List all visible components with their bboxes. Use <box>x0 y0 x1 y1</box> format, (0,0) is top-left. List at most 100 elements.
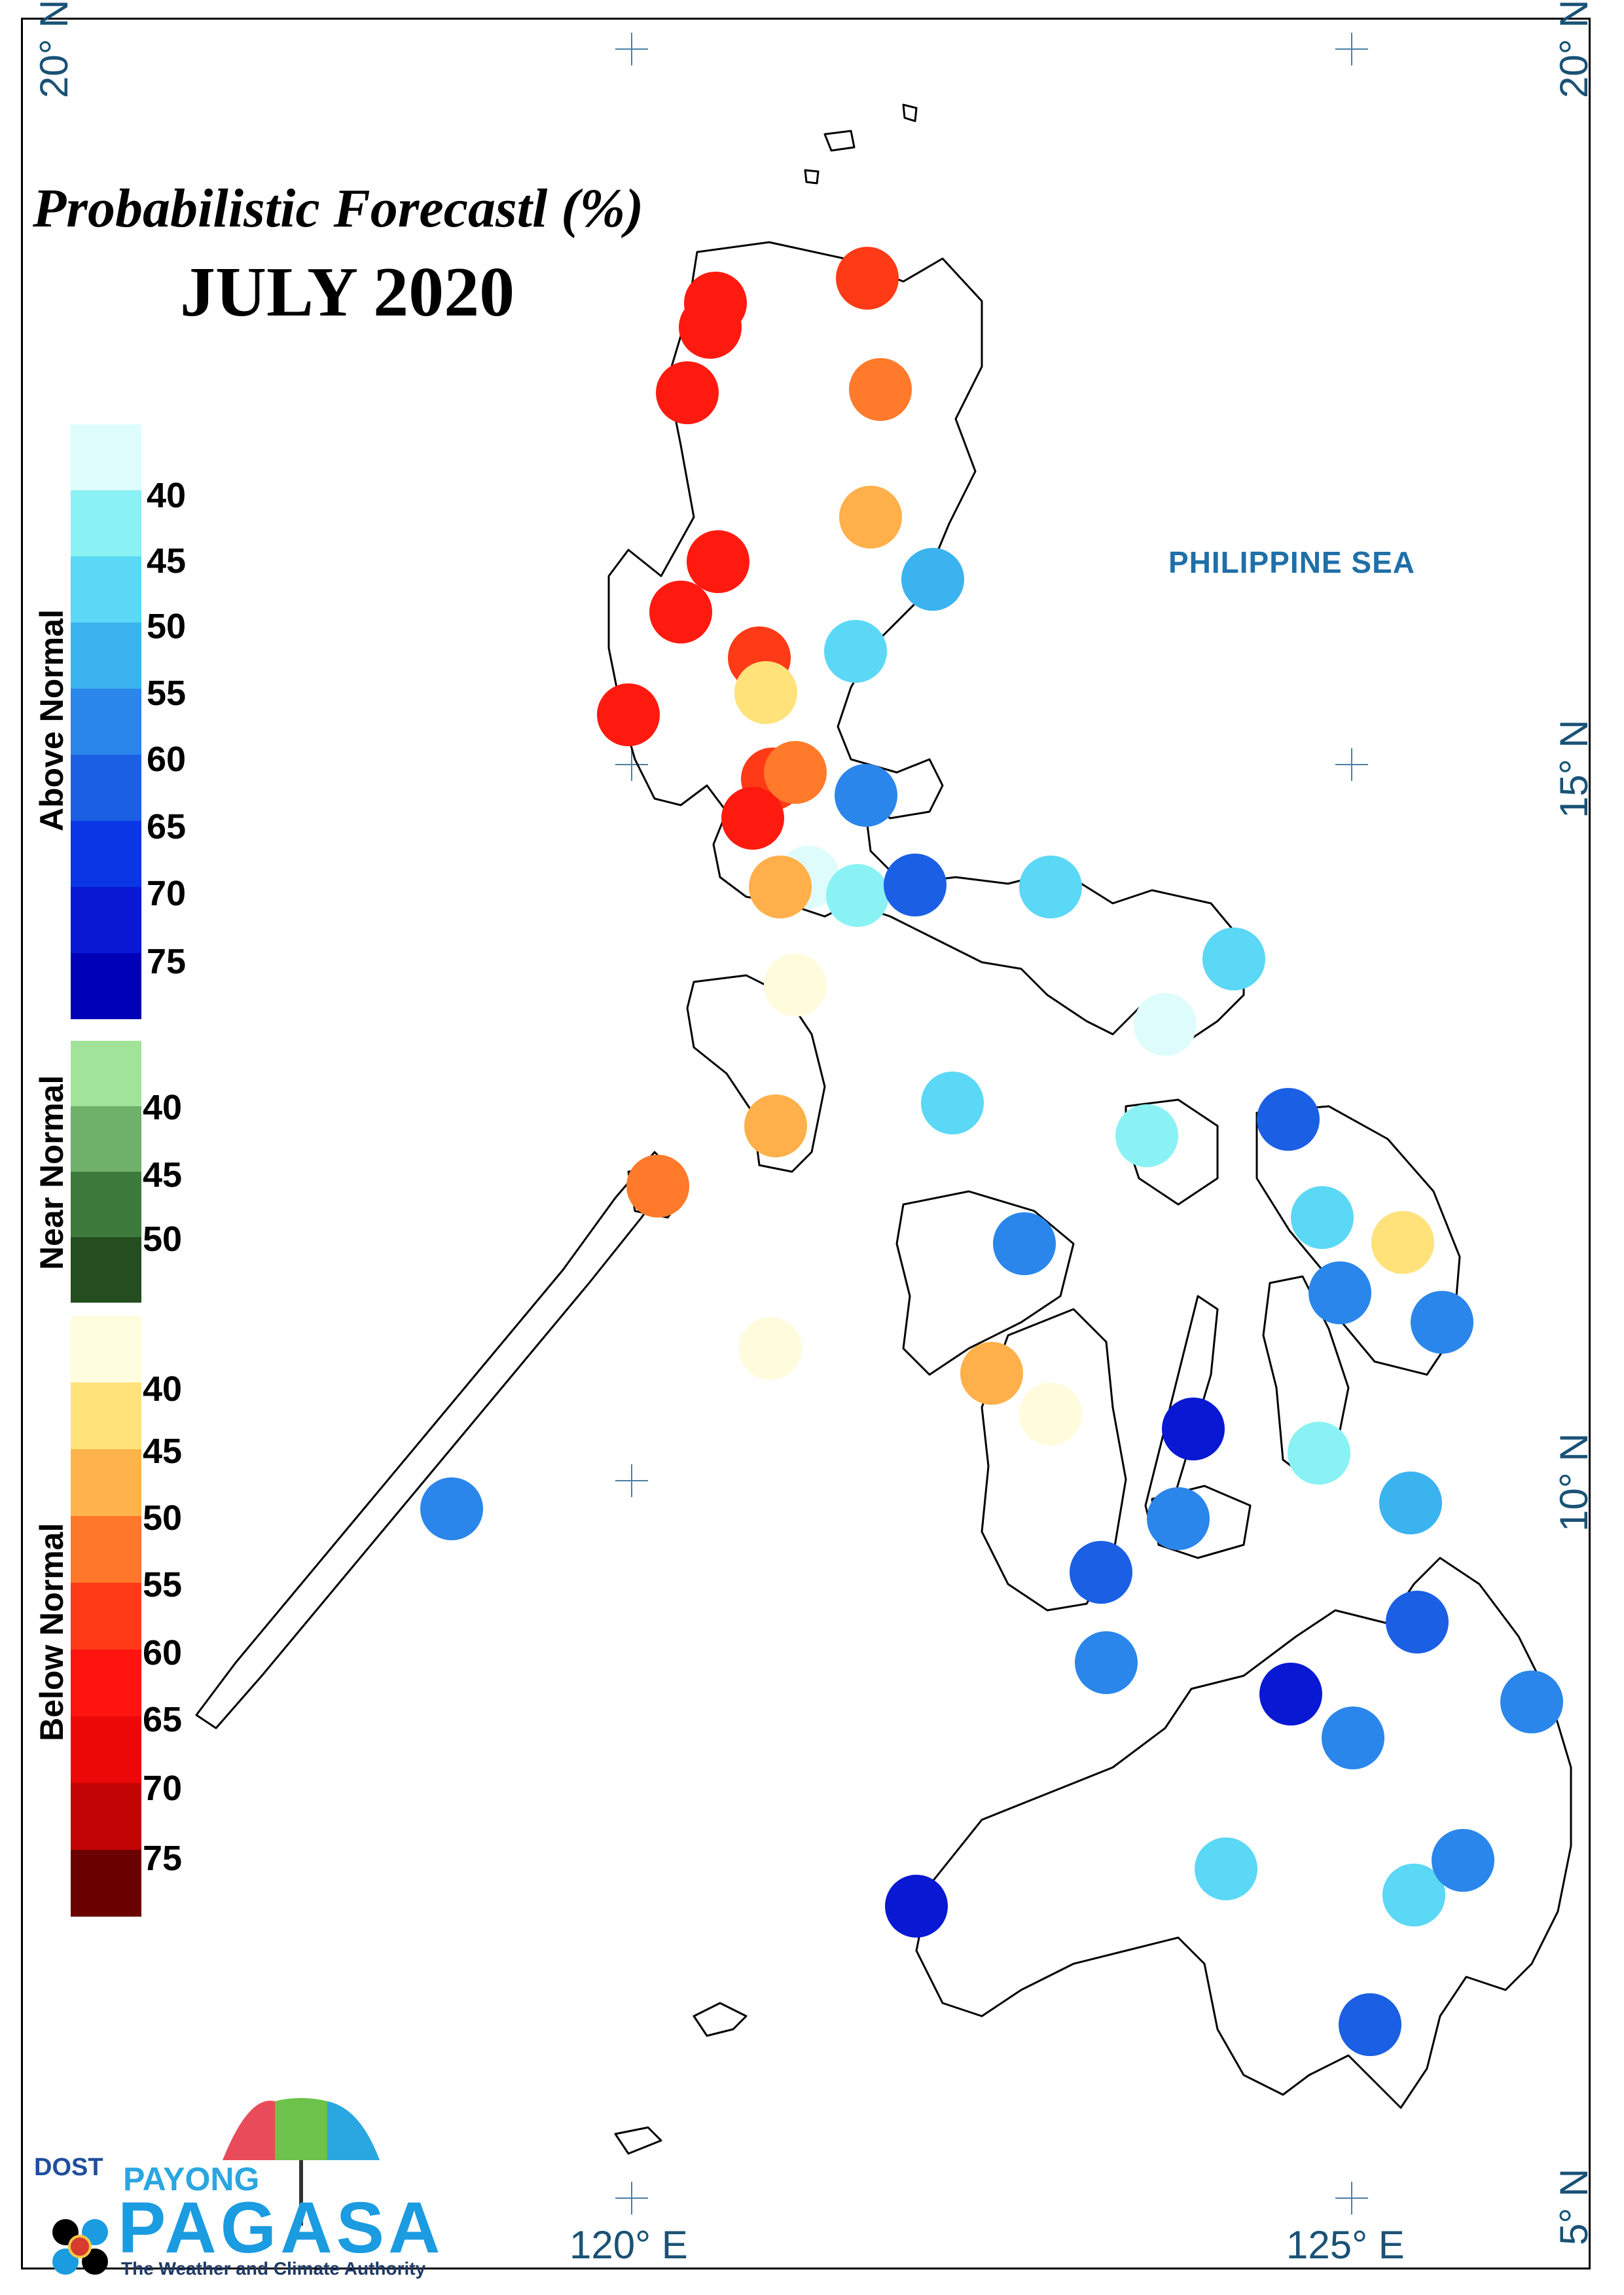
lat-label-20-left: 20° N <box>32 0 76 98</box>
negros-coast <box>981 1308 1127 1612</box>
station-marker <box>626 1155 689 1218</box>
station-marker <box>1308 1261 1371 1324</box>
map-frame <box>21 18 1591 2269</box>
station-marker <box>1432 1829 1494 1892</box>
legend-swatch <box>71 424 141 490</box>
station-marker <box>826 864 889 927</box>
station-markers <box>420 247 1563 2056</box>
legend-swatch <box>71 1850 141 1917</box>
logo-pagasa-text: PAGASA <box>118 2188 444 2268</box>
station-marker <box>1070 1541 1132 1604</box>
station-marker <box>1322 1707 1384 1769</box>
legend-above-tick: 75 <box>147 942 187 981</box>
legend-swatch <box>71 1449 141 1516</box>
legend-swatch <box>71 1172 141 1237</box>
legend-below-normal <box>71 1316 141 1917</box>
mindanao-coast <box>915 1557 1572 2109</box>
legend-below-tick: 65 <box>143 1700 183 1739</box>
station-marker <box>901 548 964 611</box>
station-marker <box>824 620 887 683</box>
station-marker <box>420 1477 483 1540</box>
station-marker <box>1019 856 1082 918</box>
logo-tagline: The Weather and Climate Authority <box>121 2258 426 2279</box>
legend-below-tick: 60 <box>143 1633 183 1672</box>
legend-swatch <box>71 1583 141 1650</box>
station-marker <box>597 683 660 746</box>
station-marker <box>649 581 712 643</box>
legend-swatch <box>71 1237 141 1303</box>
station-marker <box>885 1875 948 1938</box>
station-marker <box>1382 1864 1445 1926</box>
station-marker <box>1162 1398 1225 1460</box>
legend-below-tick: 70 <box>143 1769 183 1808</box>
station-marker <box>1134 993 1197 1056</box>
legend-above-tick: 70 <box>147 874 187 913</box>
legend-swatch <box>71 1650 141 1716</box>
lon-label-120: 120° E <box>569 2223 688 2267</box>
legend-swatch <box>71 490 141 556</box>
station-marker <box>839 486 902 549</box>
legend-above-tick: 45 <box>147 541 187 581</box>
legend-above-tick: 65 <box>147 807 187 846</box>
station-marker <box>656 361 719 424</box>
palawan-coast <box>195 1151 676 1729</box>
legend-near-tick: 40 <box>143 1088 183 1127</box>
legend-below-label: Below Normal <box>33 1523 70 1741</box>
legend-swatch <box>71 1106 141 1172</box>
station-marker <box>1147 1487 1210 1550</box>
station-marker <box>993 1212 1056 1275</box>
umbrella-icon <box>52 2098 380 2275</box>
legend-above-normal <box>71 424 141 1019</box>
station-marker <box>1115 1104 1178 1167</box>
legend-swatch <box>71 556 141 623</box>
graticule-marks <box>615 33 1368 2214</box>
station-marker <box>679 296 742 359</box>
legend-swatch <box>71 1041 141 1106</box>
lat-label-15: 15° N <box>1552 719 1596 818</box>
station-marker <box>835 764 897 827</box>
legend-above-tick: 40 <box>147 476 187 515</box>
sulu-islets <box>614 2002 748 2155</box>
legend-below-tick: 45 <box>143 1432 183 1471</box>
legend-swatch <box>71 755 141 821</box>
legend-near-label: Near Normal <box>33 1075 70 1270</box>
station-marker <box>739 1317 802 1380</box>
legend-above-tick: 55 <box>147 674 187 713</box>
luzon-coast <box>607 241 1245 1049</box>
logo-dost-text: DOST <box>34 2154 103 2181</box>
station-marker <box>1371 1211 1434 1274</box>
legend-swatch <box>71 887 141 953</box>
forecast-month: JULY 2020 <box>180 253 515 331</box>
station-marker <box>1291 1186 1354 1249</box>
station-marker <box>1379 1472 1442 1534</box>
lat-label-10: 10° N <box>1552 1433 1596 1532</box>
station-marker <box>1019 1382 1082 1445</box>
station-marker <box>687 530 749 593</box>
legend-below-tick: 40 <box>143 1369 183 1409</box>
legend-swatch <box>71 1516 141 1583</box>
panay-coast <box>895 1190 1075 1376</box>
legend-below-tick: 75 <box>143 1839 183 1878</box>
samar-coast <box>1255 1105 1461 1376</box>
station-marker <box>836 247 899 310</box>
legend-swatch <box>71 953 141 1019</box>
philippine-sea-label: PHILIPPINE SEA <box>1168 545 1415 579</box>
legend-near-tick: 50 <box>143 1220 183 1259</box>
pagasa-logo: DOST PAYONG PAGASA The Weather and Clima… <box>26 2082 440 2279</box>
station-marker <box>921 1072 984 1134</box>
lon-label-125: 125° E <box>1286 2223 1405 2267</box>
station-marker <box>1257 1088 1320 1151</box>
legend-above-tick: 50 <box>147 607 187 646</box>
northern-islets <box>804 103 918 185</box>
legend-swatch <box>71 623 141 689</box>
bohol-coast <box>1151 1485 1252 1559</box>
station-marker <box>749 856 812 918</box>
legend-below-tick: 55 <box>143 1565 183 1604</box>
station-marker <box>764 741 827 804</box>
station-marker <box>1195 1837 1257 1900</box>
legend-below-tick: 50 <box>143 1498 183 1538</box>
station-marker <box>884 854 947 916</box>
station-marker <box>734 661 797 724</box>
legend-swatch <box>71 1316 141 1382</box>
